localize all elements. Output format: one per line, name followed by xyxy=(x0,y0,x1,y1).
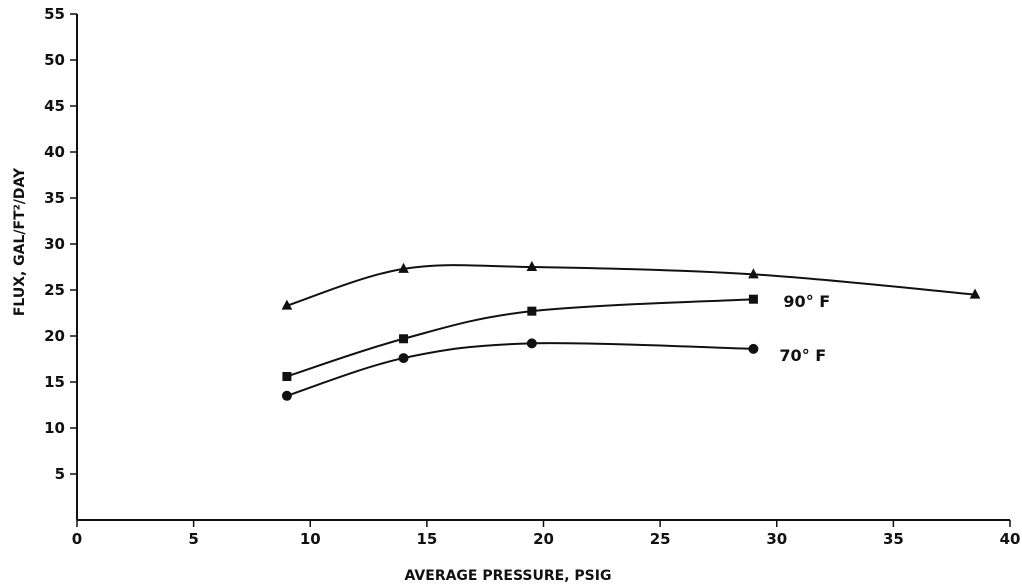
y-tick-label: 5 xyxy=(55,465,65,483)
y-tick-label: 20 xyxy=(44,327,65,345)
x-tick-label: 40 xyxy=(1000,530,1021,548)
y-tick-label: 25 xyxy=(44,281,65,299)
data-point-circle xyxy=(398,353,409,364)
data-point-triangle xyxy=(281,299,293,310)
y-axis-title: FLUX, GAL/FT²/DAY xyxy=(12,167,28,316)
data-point-circle xyxy=(748,343,759,354)
x-tick-label: 0 xyxy=(72,530,82,548)
y-tick-label: 45 xyxy=(44,97,65,115)
series-line xyxy=(286,342,754,397)
x-tick-label: 35 xyxy=(883,530,904,548)
y-tick-label: 15 xyxy=(44,373,65,391)
x-tick-label: 5 xyxy=(188,530,198,548)
series-label: 70° F xyxy=(779,346,826,365)
series-70Ff: 70° F xyxy=(281,338,826,401)
data-point-square xyxy=(399,334,409,344)
data-point-triangle xyxy=(969,288,981,299)
y-ticks: 5 10 15 20 25 30 35 40 45 50 55 xyxy=(44,5,77,483)
x-ticks: 0 5 10 15 20 25 30 35 40 xyxy=(72,520,1021,548)
data-point-circle xyxy=(526,338,537,349)
data-point-square xyxy=(527,306,537,316)
data-point-triangle xyxy=(398,262,409,273)
x-tick-label: 25 xyxy=(650,530,671,548)
x-axis-title: AVERAGE PRESSURE, PSIG xyxy=(405,568,612,584)
series-layer: 100° F90° F 70° F xyxy=(281,260,981,401)
data-point-circle xyxy=(281,390,292,401)
series-90Ff: 90° F xyxy=(282,292,830,381)
y-tick-label: 30 xyxy=(44,235,65,253)
data-point-triangle xyxy=(526,260,538,271)
series-line xyxy=(286,298,754,378)
series-100Ff: 100° F xyxy=(281,260,981,310)
series-label: 90° F xyxy=(783,292,830,311)
x-tick-label: 30 xyxy=(766,530,787,548)
x-tick-label: 15 xyxy=(416,530,437,548)
y-tick-label: 40 xyxy=(44,143,65,161)
x-tick-label: 10 xyxy=(300,530,321,548)
data-point-square xyxy=(282,371,292,381)
x-tick-label: 20 xyxy=(533,530,554,548)
data-point-square xyxy=(748,294,758,304)
y-tick-label: 50 xyxy=(44,51,65,69)
y-tick-label: 55 xyxy=(44,5,65,23)
y-tick-label: 35 xyxy=(44,189,65,207)
y-tick-label: 10 xyxy=(44,419,65,437)
data-point-triangle xyxy=(748,268,759,279)
series-line xyxy=(286,264,976,307)
